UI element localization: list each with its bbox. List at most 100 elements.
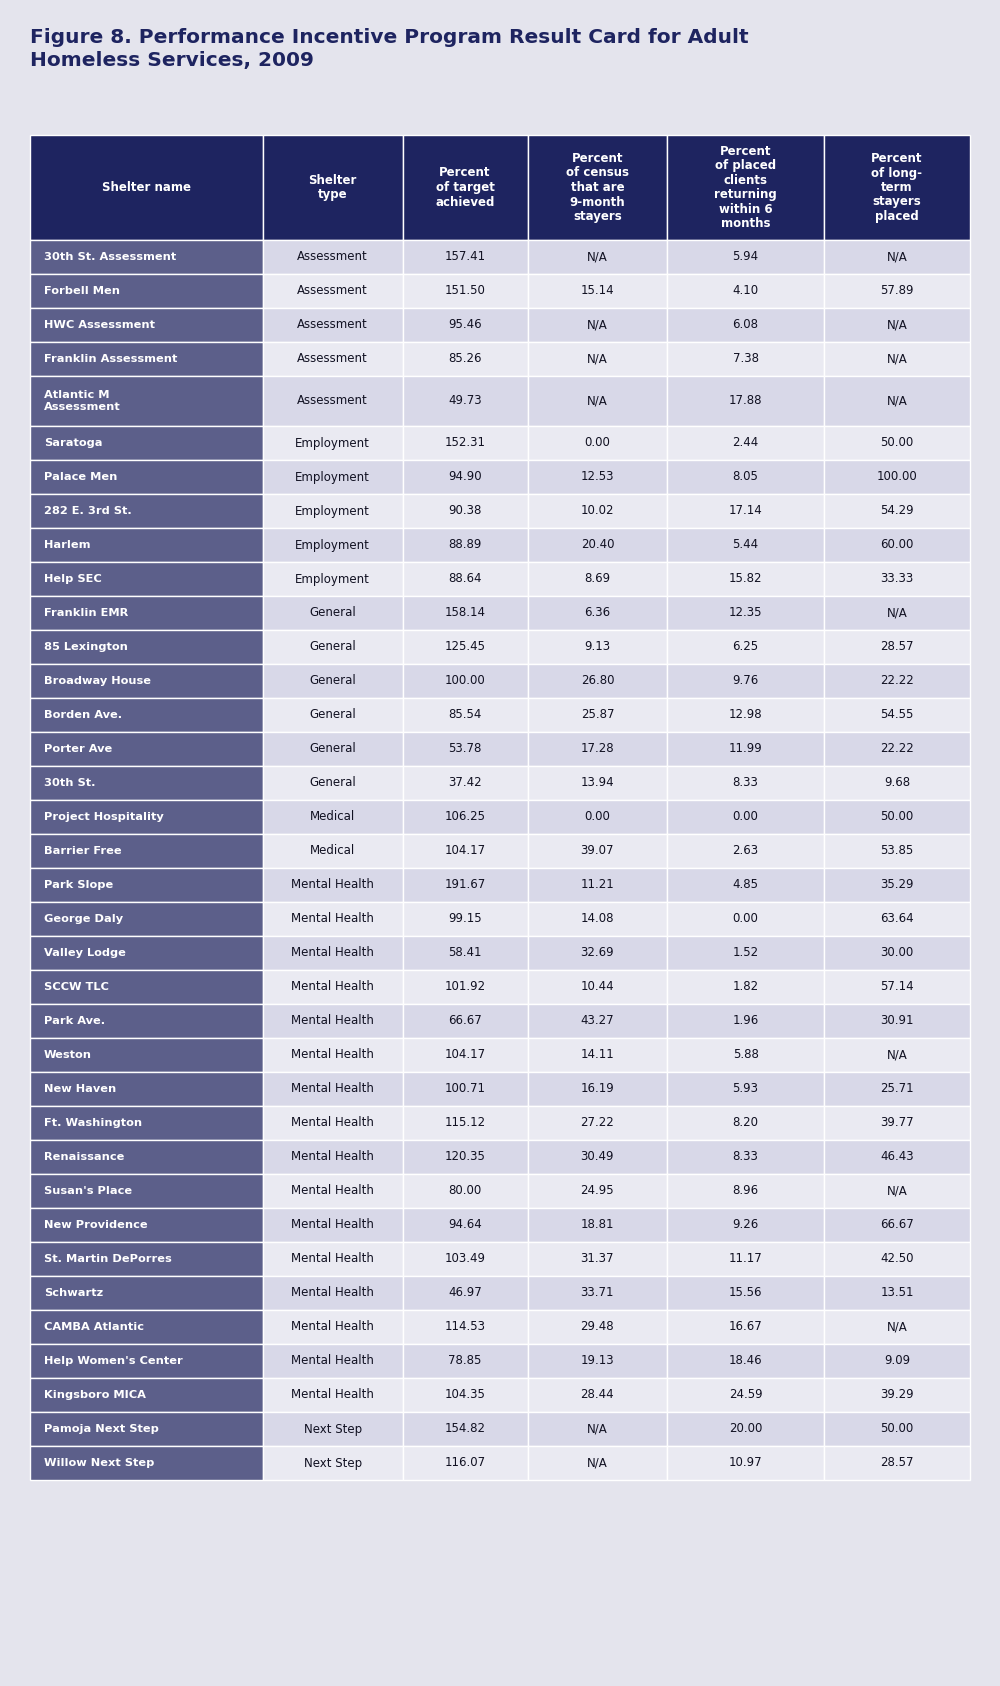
Text: 152.31: 152.31 [445, 437, 486, 450]
Bar [667, 1310, 824, 1344]
Bar [403, 1243, 528, 1276]
Text: Employment: Employment [295, 538, 370, 551]
Bar [403, 309, 528, 342]
Bar [667, 595, 824, 631]
Bar [30, 427, 263, 460]
Bar [263, 1003, 403, 1039]
Bar [824, 631, 970, 664]
Bar [403, 1039, 528, 1072]
Text: Mental Health: Mental Health [291, 1389, 374, 1401]
Text: 37.42: 37.42 [448, 777, 482, 789]
Text: 50.00: 50.00 [880, 437, 914, 450]
Text: Employment: Employment [295, 504, 370, 518]
Text: Park Ave.: Park Ave. [44, 1017, 105, 1027]
Bar [824, 1173, 970, 1207]
Text: Schwartz: Schwartz [44, 1288, 103, 1298]
Bar [667, 528, 824, 561]
Bar [30, 1276, 263, 1310]
Bar [824, 664, 970, 698]
Text: 157.41: 157.41 [445, 251, 486, 263]
Bar [263, 561, 403, 595]
Bar [824, 1243, 970, 1276]
Bar [263, 528, 403, 561]
Bar [403, 631, 528, 664]
Bar [403, 494, 528, 528]
Text: Mental Health: Mental Health [291, 878, 374, 892]
Bar [403, 595, 528, 631]
Bar [667, 1003, 824, 1039]
Text: 8.96: 8.96 [733, 1185, 759, 1197]
Text: 25.87: 25.87 [581, 708, 614, 722]
Bar [263, 342, 403, 376]
Text: Forbell Men: Forbell Men [44, 287, 120, 297]
Bar [667, 1344, 824, 1377]
Text: 22.22: 22.22 [880, 674, 914, 688]
Bar [528, 631, 667, 664]
Text: 17.14: 17.14 [729, 504, 762, 518]
Text: Shelter
type: Shelter type [309, 174, 357, 201]
Bar [667, 1106, 824, 1140]
Text: Medical: Medical [310, 811, 355, 823]
Text: 42.50: 42.50 [880, 1253, 914, 1266]
Text: 114.53: 114.53 [445, 1320, 486, 1334]
Bar [667, 835, 824, 868]
Text: General: General [309, 607, 356, 619]
Text: Palace Men: Palace Men [44, 472, 117, 482]
Bar [403, 664, 528, 698]
Bar [403, 376, 528, 427]
Bar [263, 868, 403, 902]
Bar [824, 135, 970, 239]
Bar [403, 239, 528, 275]
Bar [667, 275, 824, 309]
Bar [528, 1072, 667, 1106]
Bar [824, 239, 970, 275]
Bar [667, 765, 824, 799]
Text: Willow Next Step: Willow Next Step [44, 1458, 154, 1469]
Bar [824, 1207, 970, 1243]
Bar [824, 309, 970, 342]
Bar [30, 631, 263, 664]
Bar [263, 275, 403, 309]
Bar [667, 1377, 824, 1411]
Text: 30.49: 30.49 [581, 1150, 614, 1163]
Text: 54.55: 54.55 [880, 708, 914, 722]
Bar [824, 1344, 970, 1377]
Bar [403, 1140, 528, 1173]
Text: 100.00: 100.00 [445, 674, 485, 688]
Bar [528, 1106, 667, 1140]
Bar [667, 936, 824, 969]
Bar [403, 1173, 528, 1207]
Text: 15.56: 15.56 [729, 1286, 762, 1300]
Text: Porter Ave: Porter Ave [44, 744, 112, 754]
Bar [403, 1344, 528, 1377]
Bar [824, 275, 970, 309]
Bar [263, 460, 403, 494]
Bar [528, 1003, 667, 1039]
Text: Help SEC: Help SEC [44, 573, 102, 583]
Text: Ft. Washington: Ft. Washington [44, 1118, 142, 1128]
Text: Mental Health: Mental Health [291, 1116, 374, 1130]
Text: Mental Health: Mental Health [291, 981, 374, 993]
Text: 24.59: 24.59 [729, 1389, 762, 1401]
Text: 1.82: 1.82 [733, 981, 759, 993]
Bar [403, 1276, 528, 1310]
Text: 85 Lexington: 85 Lexington [44, 642, 128, 652]
Text: 9.09: 9.09 [884, 1354, 910, 1367]
Text: 5.93: 5.93 [733, 1082, 759, 1096]
Text: New Haven: New Haven [44, 1084, 116, 1094]
Bar [824, 969, 970, 1003]
Text: 1.52: 1.52 [733, 946, 759, 959]
Bar [528, 460, 667, 494]
Text: 33.71: 33.71 [581, 1286, 614, 1300]
Text: Mental Health: Mental Health [291, 912, 374, 926]
Text: 116.07: 116.07 [445, 1457, 486, 1470]
Bar [30, 1411, 263, 1447]
Text: 27.22: 27.22 [581, 1116, 614, 1130]
Text: Weston: Weston [44, 1050, 92, 1060]
Text: 16.19: 16.19 [581, 1082, 614, 1096]
Text: 17.88: 17.88 [729, 395, 762, 408]
Text: Valley Lodge: Valley Lodge [44, 948, 126, 958]
Text: 66.67: 66.67 [880, 1219, 914, 1231]
Bar [824, 460, 970, 494]
Bar [528, 595, 667, 631]
